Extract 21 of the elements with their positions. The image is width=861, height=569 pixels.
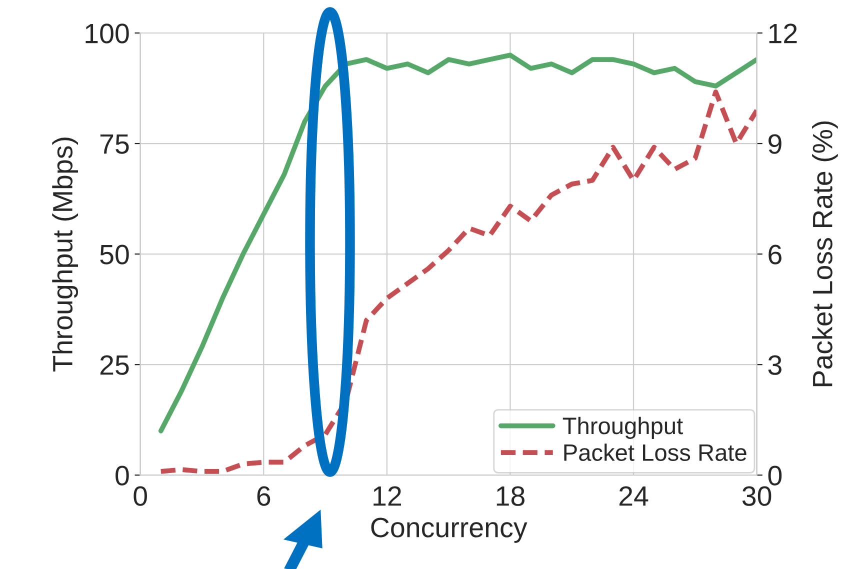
legend-label: Throughput xyxy=(562,416,683,439)
x-tick-label: 12 xyxy=(374,486,401,506)
y-tick-label: 50 xyxy=(100,244,129,264)
y-axis-title: Throughput (Mbps) xyxy=(52,138,78,372)
x-tick-label: 6 xyxy=(257,486,270,506)
y2-tick-label: 6 xyxy=(768,244,782,264)
x-tick-label: 30 xyxy=(742,486,772,506)
y2-tick-label: 3 xyxy=(768,355,782,375)
x-tick-label: 24 xyxy=(619,486,648,506)
y-tick-label: 25 xyxy=(100,355,129,375)
x-axis-title: Concurrency xyxy=(371,518,528,543)
legend-label: Packet Loss Rate xyxy=(564,444,746,462)
y2-axis-title: Packet Loss Rate (%) xyxy=(812,121,838,386)
x-tick-label: 0 xyxy=(134,486,147,506)
y-tick-label: 0 xyxy=(116,466,129,486)
y2-tick-label: 0 xyxy=(768,466,782,486)
y2-tick-label: 9 xyxy=(768,134,782,154)
y2-tick-label: 12 xyxy=(769,24,797,44)
y-tick-label: 75 xyxy=(100,134,129,154)
x-tick-label: 18 xyxy=(496,486,524,506)
y-tick-label: 100 xyxy=(86,24,129,44)
